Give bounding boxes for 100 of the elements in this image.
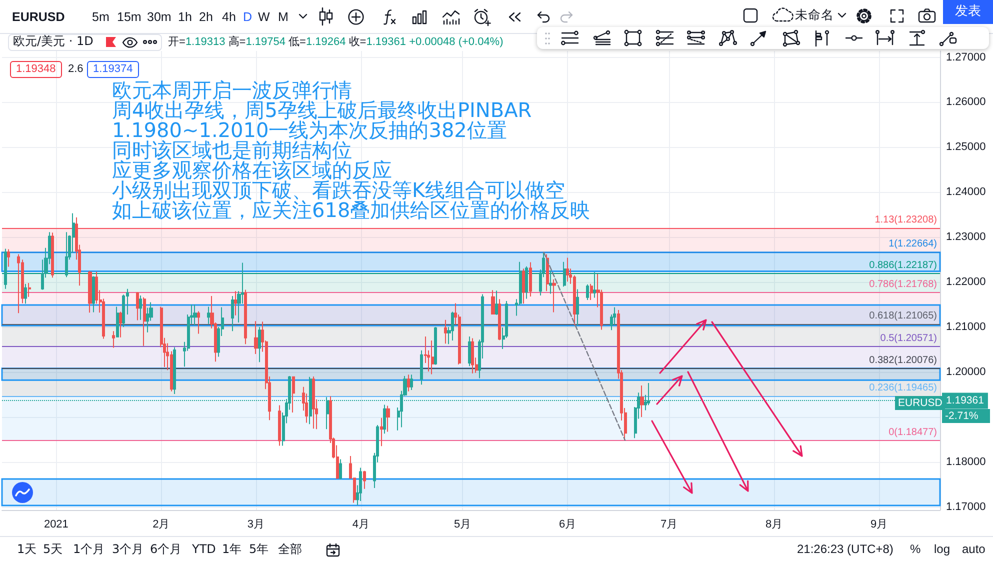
candlestick	[231, 296, 234, 332]
annotation: 2.6	[68, 63, 84, 76]
candlestick	[17, 254, 20, 314]
candlestick	[88, 270, 92, 314]
y-tick-label: 1.21000	[946, 321, 986, 334]
y-tick-label: 1.23000	[946, 231, 986, 244]
ref-line-label: 1.19361	[946, 394, 984, 407]
text: 6个月	[150, 542, 182, 557]
text: EURUSD	[12, 10, 65, 24]
y-tick-label: 1.24000	[946, 186, 986, 198]
x-tick-label: 6月	[558, 518, 576, 530]
candlestick	[363, 470, 366, 490]
x-tick-label: 2021	[44, 518, 68, 530]
candlestick	[586, 284, 589, 301]
text: 15m	[117, 10, 142, 24]
text: M	[278, 10, 288, 24]
text: 1年	[222, 542, 242, 557]
candlestick	[136, 291, 139, 321]
candlestick	[380, 417, 383, 447]
candlestick	[525, 266, 528, 300]
ref-line-label: 1.13(1.23208)	[874, 214, 937, 226]
y-tick-label: 1.17000	[946, 500, 986, 513]
annotation: 1.19374	[87, 61, 139, 78]
text: auto	[962, 542, 986, 557]
candlestick	[498, 298, 501, 341]
candlestick	[549, 270, 552, 294]
candlestick	[552, 278, 556, 313]
candlestick	[431, 340, 434, 375]
candlestick	[468, 336, 471, 367]
candlestick	[139, 295, 142, 320]
candlestick	[278, 404, 281, 446]
candlestick	[576, 288, 579, 326]
ref-line-label: 0.886(1.22187)	[869, 260, 937, 272]
candlestick	[410, 374, 413, 390]
text: 全部	[278, 542, 302, 557]
candlestick	[529, 262, 532, 297]
candlestick	[312, 376, 315, 430]
candlestick	[258, 326, 261, 363]
y-tick-label: 1.18000	[946, 456, 986, 468]
candlestick	[28, 282, 31, 298]
candlestick	[116, 306, 119, 338]
text: 3个月	[112, 542, 144, 557]
text: 5年	[249, 542, 269, 557]
ref-line-label: 0.382(1.20076)	[869, 355, 937, 366]
y-tick-label: 1.22000	[946, 276, 986, 288]
candlestick	[386, 405, 390, 432]
candlestick	[359, 467, 362, 502]
candlestick	[522, 268, 525, 304]
ref-line-label: 1(1.22664)	[888, 238, 937, 250]
text: 2h	[199, 10, 213, 24]
x-tick-label: 8月	[766, 518, 783, 530]
text: YTD	[192, 542, 216, 557]
annotation: 欧元本周开启一波反弹行情	[112, 78, 352, 102]
text: 未命名	[795, 7, 834, 22]
candlestick	[4, 248, 7, 290]
x-tick-label: 4月	[352, 518, 370, 530]
ref-line-label: 0.786(1.21768)	[869, 279, 937, 290]
candlestick	[193, 304, 197, 326]
x-tick-label: 3月	[247, 518, 265, 530]
candlestick	[65, 232, 68, 278]
candlestick	[407, 374, 410, 392]
annotation: 1.19348	[10, 61, 62, 78]
text: W	[258, 10, 270, 24]
ref-line-label: 0.236(1.19465)	[869, 382, 937, 394]
text: 1h	[178, 10, 192, 24]
x-tick-label: 9月	[870, 518, 888, 530]
y-tick-label: 1.27000	[946, 51, 986, 64]
candlestick	[495, 290, 498, 316]
y-tick-label: 1.26000	[946, 96, 986, 108]
candlestick	[434, 326, 437, 366]
candlestick	[563, 261, 566, 288]
candlestick	[234, 290, 237, 316]
text: %	[910, 542, 921, 557]
candlestick	[451, 311, 454, 342]
chart-title: 欧元/美元 · 1D	[13, 34, 94, 49]
y-tick-label: 1.25000	[946, 141, 986, 154]
ref-line-label: 0.5(1.20571)	[880, 332, 937, 344]
text: 21:26:23 (UTC+8)	[797, 542, 894, 557]
annotation: EURUSD	[895, 396, 946, 410]
text: 30m	[147, 10, 172, 24]
text: 1天	[17, 542, 37, 557]
candlestick	[51, 232, 54, 278]
text: 发表	[955, 4, 981, 20]
text: log	[934, 542, 950, 557]
text: 5天	[43, 542, 63, 557]
candlestick	[173, 346, 176, 395]
candlestick	[420, 350, 423, 386]
candlestick	[640, 384, 644, 418]
candlestick	[197, 310, 200, 334]
x-tick-label: 5月	[454, 518, 472, 530]
candlestick	[92, 276, 95, 313]
candlestick	[292, 376, 295, 413]
candlestick	[444, 319, 447, 344]
candlestick	[112, 330, 115, 348]
x-tick-label: 7月	[660, 518, 678, 530]
candlestick	[593, 272, 596, 298]
candlestick	[254, 320, 258, 355]
ref-line-label: 0.618(1.21065)	[869, 310, 937, 322]
text: -2.71%	[942, 409, 990, 424]
candlestick	[590, 283, 593, 301]
